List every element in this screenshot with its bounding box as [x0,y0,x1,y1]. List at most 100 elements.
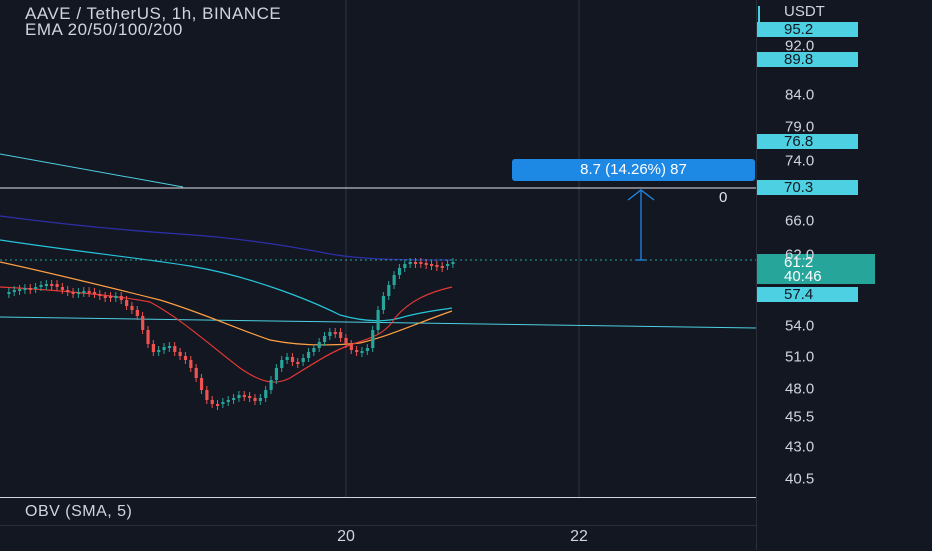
candle-body [119,296,123,300]
candle-body [349,344,353,350]
candle-body [135,310,139,316]
candle-body [365,348,369,351]
candle-body [296,362,300,364]
price-tick-label: 62.0 [785,246,815,264]
obv-legend[interactable]: OBV (SMA, 5) [25,503,133,520]
ema-20 [0,286,453,383]
candle-body [167,346,172,348]
symbol-title[interactable]: AAVE / TetherUS, 1h, BINANCE [25,4,282,23]
candle-body [301,358,305,362]
price-tick-label: 51.0 [785,348,815,366]
candle-body [435,265,439,267]
candle-body [392,275,396,285]
ema-100 [0,239,453,322]
candle-body [237,395,241,398]
candle-body [430,264,434,266]
candle-body [162,347,166,350]
candle-body [317,342,321,348]
candle-body [82,291,86,293]
candle-body [28,288,32,290]
ema-50 [0,261,453,346]
candle-body [60,287,65,290]
candle-body [50,284,54,286]
candle-body [114,296,118,298]
candle-body [242,395,246,397]
candle-body [7,292,11,294]
candle-body [328,332,332,336]
candle-body [306,352,311,358]
candle-body [440,266,444,268]
candle-body [34,287,38,289]
candle-body [339,332,343,338]
bar-countdown: 40:46 [784,268,822,285]
price-tag-70-3: 70.3 [757,180,858,195]
currency-label: USDT [784,3,825,20]
measure-box [512,159,755,181]
candle-body [280,360,284,368]
candle-body [290,357,295,362]
candle-body [71,292,75,294]
price-tag-89-8: 89.8 [757,52,858,67]
candle-body [23,288,27,290]
candle-body [269,380,273,390]
candle-body [87,291,91,293]
candle-body [205,390,209,400]
candle-body [157,350,161,352]
indicator-legend[interactable]: EMA 20/50/100/200 [25,20,183,39]
price-tick-label: 40.5 [785,470,815,488]
candle-body [413,262,418,264]
candle-body [360,351,364,353]
candle-body [141,316,145,330]
candle-body [98,294,102,296]
candle-body [232,398,236,400]
candle-body [408,262,412,264]
candle-body [125,300,129,306]
candle-body [333,332,337,334]
candle-body [151,344,155,352]
candle-body [258,398,262,401]
price-tick-label: 66.0 [785,212,815,230]
measure-label: 8.7 (14.26%) 87 [580,161,687,178]
price-tick-label: 43.0 [785,438,815,456]
ema-200 [0,215,453,261]
candle-body [274,368,279,380]
candle-body [39,285,43,287]
candle-body [344,338,348,344]
candle-body [248,396,252,398]
candlestick-series [7,258,455,410]
candle-body [109,296,113,298]
price-tick-label: 74.0 [785,152,815,170]
candle-body [44,284,48,286]
candle-body [323,336,327,342]
price-tick-label: 54.0 [785,317,815,335]
candle-body [376,310,380,330]
candle-body [146,330,150,344]
chart-pane[interactable]: AAVE / TetherUS, 1h, BINANCE EMA 20/50/1… [0,0,757,497]
candle-body [355,350,359,352]
candle-body [199,378,204,390]
candle-body [173,346,177,352]
price-tick-label: 84.0 [785,86,815,104]
time-label-20: 20 [337,528,355,545]
candle-body [451,262,455,264]
candle-body [312,348,316,352]
candle-body [55,284,59,287]
time-axis[interactable] [0,525,756,551]
measure-zero-label: 0 [719,189,728,206]
candle-body [221,402,225,404]
price-chart[interactable] [0,0,757,497]
obv-pane[interactable]: OBV (SMA, 5) [0,497,756,526]
axis-top-marker [758,6,760,22]
candle-body [18,289,22,291]
candle-body [446,264,450,266]
candle-body [226,400,230,402]
candle-body [264,390,268,398]
candle-body [76,292,81,294]
candle-body [371,330,375,348]
price-tick-label: 48.0 [785,380,815,398]
price-tag-57-4: 57.4 [757,287,858,302]
candle-body [178,352,182,356]
candle-body [210,400,214,404]
candle-body [216,404,220,406]
price-tick-label: 92.0 [785,37,815,55]
